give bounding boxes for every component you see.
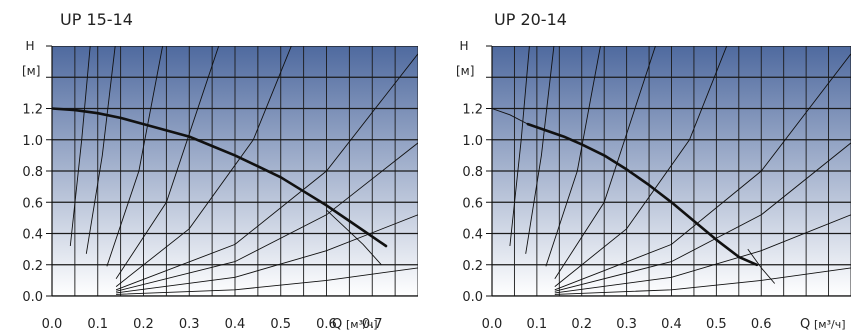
y-axis-label: H xyxy=(25,39,34,53)
y-tick-label: 0.4 xyxy=(462,228,483,243)
x-tick-label: 0.4 xyxy=(225,317,246,332)
y-tick-label: 0.0 xyxy=(462,290,483,305)
system-curve xyxy=(115,46,220,280)
y-tick-label: 0.6 xyxy=(22,196,43,211)
y-axis-unit: [м] xyxy=(456,64,474,78)
y-tick-label: 1.0 xyxy=(462,134,483,149)
plot-area xyxy=(492,46,851,296)
x-axis-unit: [м³/ч] xyxy=(814,318,846,331)
y-axis-label: H xyxy=(459,39,468,53)
x-tick-label: 0.5 xyxy=(706,317,727,332)
system-curve xyxy=(115,53,418,291)
system-curve xyxy=(116,214,418,294)
x-tick-label: 0.0 xyxy=(42,317,63,332)
x-tick-label: 0.5 xyxy=(270,317,291,332)
system-curve xyxy=(509,46,530,247)
system-curve xyxy=(106,46,164,267)
x-tick-label: 0.3 xyxy=(616,317,637,332)
system-curve xyxy=(492,108,529,125)
system-curve xyxy=(525,46,555,254)
chart-up-20-14: 0.0 0.2 0.4 0.6 0.8 1.0 1.2 0.0 0.1 0.2 0.3 0.4 0.5 0… xyxy=(456,10,851,332)
x-tick-label: 0.4 xyxy=(661,317,682,332)
pump-curve xyxy=(52,107,388,248)
system-curve xyxy=(115,46,292,287)
y-tick-label: 1.0 xyxy=(22,134,43,149)
y-axis-unit: [м] xyxy=(22,64,40,78)
y-tick-label: 0.2 xyxy=(22,259,43,274)
plot-area xyxy=(52,46,418,296)
y-tick-label: 0.8 xyxy=(462,165,483,180)
pump-curve xyxy=(526,122,759,267)
system-curve xyxy=(554,267,851,295)
x-tick-label: 0.2 xyxy=(571,317,592,332)
x-axis-unit: [м³/ч] xyxy=(346,318,378,331)
system-curve xyxy=(326,209,382,266)
system-curve xyxy=(554,53,851,291)
x-tick-label: 0.6 xyxy=(751,317,772,332)
x-tick-label: 0.7 xyxy=(362,317,383,332)
x-tick-label: 0.6 xyxy=(316,317,337,332)
x-axis-label: Q xyxy=(332,317,342,332)
y-tick-label: 0.4 xyxy=(22,228,43,243)
y-tick-label: 0.8 xyxy=(22,165,43,180)
x-tick-label: 0.2 xyxy=(133,317,154,332)
x-tick-label: 0.1 xyxy=(87,317,108,332)
system-curve xyxy=(554,46,656,280)
x-tick-label: 0.1 xyxy=(527,317,548,332)
system-curve xyxy=(554,46,728,287)
chart-up-15-14: 0.0 0.2 0.4 0.6 0.8 1.0 1.2 0.0 0.1 0.2 0.3 0.4 0.5 0… xyxy=(22,10,418,332)
system-curve xyxy=(747,248,776,284)
y-tick-label: 1.2 xyxy=(462,103,483,118)
y-tick-label: 0.2 xyxy=(462,259,483,274)
system-curve xyxy=(85,46,116,254)
x-tick-label: 0.0 xyxy=(482,317,503,332)
x-axis-label: Q xyxy=(800,317,810,332)
x-tick-label: 0.3 xyxy=(179,317,200,332)
y-tick-label: 0.6 xyxy=(462,196,483,211)
chart-title: UP 20-14 xyxy=(494,10,567,29)
system-curve xyxy=(116,267,418,295)
system-curve xyxy=(115,142,418,292)
y-tick-label: 0.0 xyxy=(22,290,43,305)
system-curve xyxy=(545,46,601,267)
system-curve xyxy=(69,46,91,247)
y-tick-label: 1.2 xyxy=(22,103,43,118)
chart-title: UP 15-14 xyxy=(60,10,133,29)
system-curve xyxy=(554,214,851,294)
